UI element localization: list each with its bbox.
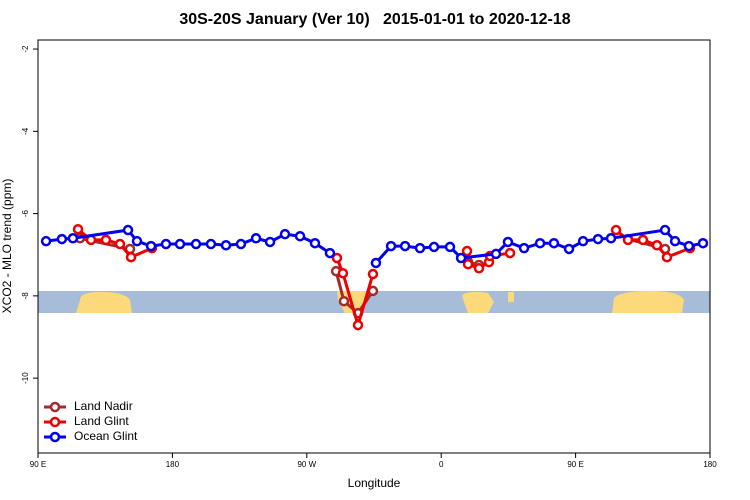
- y-tick-label: -6: [21, 209, 30, 217]
- data-point: [174, 238, 186, 250]
- data-point: [235, 238, 247, 250]
- x-tick-label: 90 W: [297, 460, 316, 469]
- data-point: [220, 240, 232, 251]
- data-point: [205, 238, 217, 250]
- legend-marker: [49, 431, 61, 443]
- data-point: [473, 263, 485, 274]
- data-point: [67, 233, 79, 244]
- data-point: [563, 243, 575, 255]
- y-tick-label: -2: [21, 45, 30, 53]
- data-point: [455, 252, 467, 264]
- series-line: [77, 228, 691, 331]
- map-strip: [38, 291, 710, 313]
- data-point: [399, 240, 411, 252]
- legend-marker: [49, 401, 61, 413]
- data-point: [651, 240, 663, 251]
- data-point: [504, 247, 516, 259]
- plot-frame: [37, 39, 711, 454]
- data-point: [145, 240, 157, 252]
- y-tick-label: -8: [21, 292, 30, 300]
- data-point: [461, 245, 473, 257]
- data-point: [669, 235, 681, 247]
- y-tick-label: -4: [21, 127, 30, 135]
- data-point: [385, 240, 397, 252]
- legend-marker: [49, 416, 61, 428]
- data-point: [264, 236, 276, 248]
- data-point: [250, 233, 262, 244]
- data-point: [338, 295, 350, 307]
- data-point: [294, 230, 306, 242]
- legend-label: Ocean Glint: [74, 429, 138, 443]
- x-tick-label: 180: [703, 460, 717, 469]
- data-point: [548, 237, 560, 249]
- data-point: [324, 247, 336, 259]
- y-tick-label: -10: [21, 372, 30, 384]
- data-point: [279, 228, 291, 240]
- data-point: [659, 224, 671, 236]
- data-point: [444, 241, 456, 253]
- data-point: [462, 258, 474, 270]
- data-point: [592, 233, 604, 245]
- x-tick-label: 90 E: [30, 460, 46, 469]
- data-point: [605, 233, 617, 244]
- data-point: [577, 235, 589, 247]
- data-point: [502, 236, 514, 248]
- x-tick-label: 90 E: [567, 460, 583, 469]
- data-point: [370, 257, 382, 269]
- data-point: [125, 251, 137, 263]
- data-point: [490, 248, 502, 260]
- data-point: [72, 223, 84, 235]
- data-point: [190, 238, 202, 250]
- data-point: [331, 252, 343, 264]
- data-point: [160, 238, 172, 250]
- data-point: [683, 240, 695, 252]
- data-point: [352, 319, 364, 331]
- data-point: [637, 234, 649, 246]
- data-point: [414, 242, 426, 254]
- data-point: [56, 233, 68, 245]
- data-point: [610, 224, 622, 236]
- y-axis-label: XCO2 - MLO trend (ppm): [0, 179, 14, 314]
- data-point: [697, 237, 709, 249]
- data-point: [309, 237, 321, 249]
- data-point: [40, 235, 52, 247]
- legend-label: Land Nadir: [74, 399, 133, 413]
- data-point: [122, 224, 134, 236]
- data-point: [131, 235, 143, 247]
- chart-title: 30S-20S January (Ver 10) 2015-01-01 to 2…: [179, 11, 570, 28]
- data-point: [534, 237, 546, 249]
- data-point: [100, 234, 112, 246]
- data-point: [661, 251, 673, 263]
- x-tick-label: 0: [439, 460, 444, 469]
- x-tick-label: 180: [166, 460, 180, 469]
- data-point: [428, 241, 440, 253]
- data-point: [114, 238, 126, 250]
- x-axis-label: Longitude: [348, 476, 401, 490]
- data-point: [367, 268, 379, 280]
- legend-label: Land Glint: [74, 414, 129, 428]
- data-point: [518, 242, 530, 254]
- data-point: [337, 267, 349, 279]
